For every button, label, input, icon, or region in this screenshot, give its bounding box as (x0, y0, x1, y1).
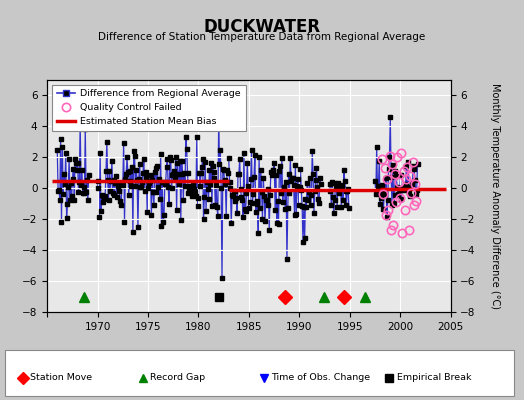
Legend: Difference from Regional Average, Quality Control Failed, Estimated Station Mean: Difference from Regional Average, Qualit… (52, 85, 246, 131)
Text: Empirical Break: Empirical Break (397, 374, 471, 382)
Text: Station Move: Station Move (30, 374, 92, 382)
Text: DUCKWATER: DUCKWATER (203, 18, 321, 36)
Text: Record Gap: Record Gap (150, 374, 205, 382)
Text: Time of Obs. Change: Time of Obs. Change (271, 374, 370, 382)
Y-axis label: Monthly Temperature Anomaly Difference (°C): Monthly Temperature Anomaly Difference (… (489, 83, 499, 309)
Text: Difference of Station Temperature Data from Regional Average: Difference of Station Temperature Data f… (99, 32, 425, 42)
Text: Berkeley Earth: Berkeley Earth (442, 385, 508, 394)
